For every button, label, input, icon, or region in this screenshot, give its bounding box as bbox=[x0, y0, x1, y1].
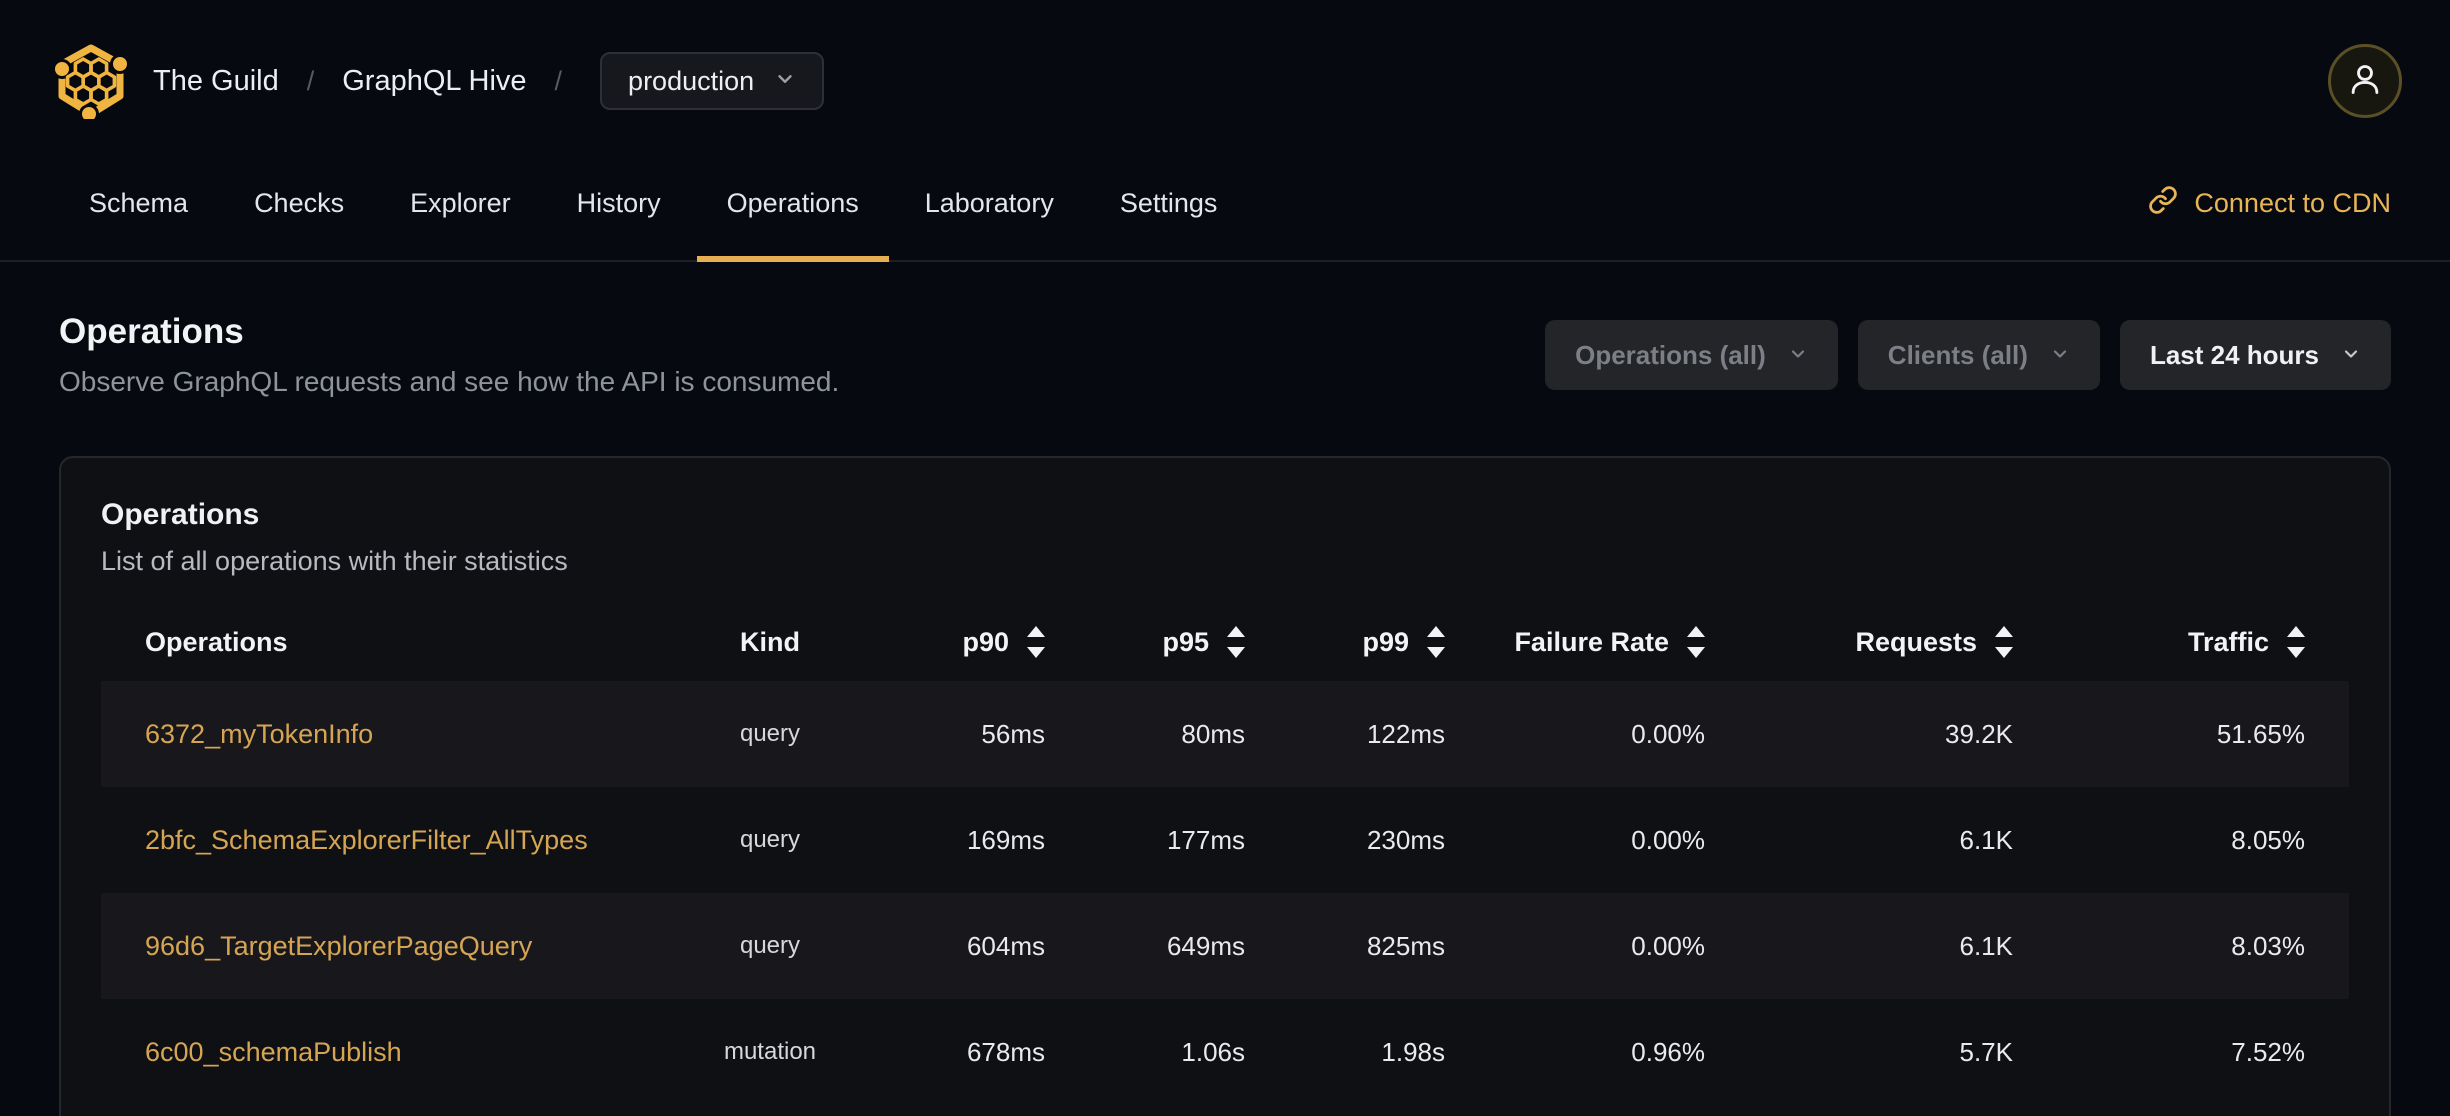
p99-value: 122ms bbox=[1366, 718, 1445, 749]
nav-tabs: Schema Checks Explorer History Operation… bbox=[59, 146, 1247, 262]
traffic-value: 8.05% bbox=[2231, 824, 2305, 855]
time-period-dropdown[interactable]: Last 24 hours bbox=[2119, 320, 2391, 390]
sort-arrows-icon[interactable] bbox=[2287, 626, 2305, 658]
operation-link[interactable]: 6c00_schemaPublish bbox=[145, 1036, 402, 1067]
sort-arrows-icon[interactable] bbox=[1995, 626, 2013, 658]
clients-filter-dropdown[interactable]: Clients (all) bbox=[1857, 320, 2100, 390]
connect-to-cdn-label: Connect to CDN bbox=[2194, 187, 2391, 218]
sort-arrows-icon[interactable] bbox=[1427, 626, 1445, 658]
card-title: Operations bbox=[101, 498, 260, 531]
table-row: 6372_myTokenInfo query 56ms 80ms 122ms 0… bbox=[101, 681, 2349, 787]
operation-kind: mutation bbox=[723, 1038, 817, 1065]
tab-settings[interactable]: Settings bbox=[1119, 187, 1218, 218]
primary-nav: Schema Checks Explorer History Operation… bbox=[0, 132, 2450, 262]
filter-bar: Operations (all) Clients (all) Last 24 h… bbox=[1545, 320, 2391, 390]
column-header-failure-rate: Failure Rate bbox=[1445, 626, 1705, 658]
operations-card: Operations List of all operations with t… bbox=[59, 456, 2391, 1116]
operation-kind: query bbox=[739, 720, 801, 747]
chevron-down-icon bbox=[2050, 340, 2070, 371]
p95-value: 177ms bbox=[1166, 824, 1245, 855]
chain-link-icon bbox=[2148, 185, 2178, 222]
column-header-operations: Operations bbox=[145, 626, 288, 657]
main-content: Operations Observe GraphQL requests and … bbox=[0, 312, 2450, 1116]
breadcrumb-org[interactable]: The Guild bbox=[153, 64, 279, 97]
tab-schema[interactable]: Schema bbox=[89, 187, 189, 218]
column-header-p90: p90 bbox=[855, 626, 1045, 658]
page-subtitle: Observe GraphQL requests and see how the… bbox=[59, 366, 840, 397]
operation-link[interactable]: 96d6_TargetExplorerPageQuery bbox=[145, 930, 533, 961]
clients-filter-label: Clients (all) bbox=[1887, 339, 2028, 370]
tab-checks[interactable]: Checks bbox=[254, 187, 345, 218]
page-title-block: Operations Observe GraphQL requests and … bbox=[59, 312, 839, 398]
sort-arrows-icon[interactable] bbox=[1687, 626, 1705, 658]
column-header-p95: p95 bbox=[1045, 626, 1245, 658]
requests-value: 6.1K bbox=[1959, 824, 2014, 855]
p90-value: 56ms bbox=[981, 718, 1045, 749]
user-icon bbox=[2346, 60, 2384, 103]
breadcrumb-separator: / bbox=[306, 65, 315, 96]
chevron-down-icon bbox=[2341, 340, 2361, 371]
column-header-kind: Kind bbox=[740, 626, 800, 657]
target-selector-dropdown[interactable]: production bbox=[600, 52, 825, 110]
failure-rate-value: 0.00% bbox=[1631, 824, 1705, 855]
requests-value: 6.1K bbox=[1959, 930, 2014, 961]
traffic-value: 51.65% bbox=[2216, 718, 2305, 749]
table-row: 2bfc_SchemaExplorerFilter_AllTypes query… bbox=[101, 787, 2349, 893]
operation-kind: query bbox=[739, 932, 801, 959]
connect-to-cdn-link[interactable]: Connect to CDN bbox=[2148, 185, 2391, 222]
p90-value: 169ms bbox=[966, 824, 1045, 855]
traffic-value: 7.52% bbox=[2231, 1036, 2305, 1067]
operations-filter-dropdown[interactable]: Operations (all) bbox=[1545, 320, 1838, 390]
top-bar: The Guild / GraphQL Hive / production bbox=[0, 0, 2450, 132]
column-header-traffic: Traffic bbox=[2013, 626, 2305, 658]
failure-rate-value: 0.00% bbox=[1631, 930, 1705, 961]
card-subtitle: List of all operations with their statis… bbox=[101, 546, 568, 576]
page-header: Operations Observe GraphQL requests and … bbox=[59, 312, 2391, 398]
tab-history[interactable]: History bbox=[576, 187, 661, 218]
failure-rate-value: 0.96% bbox=[1631, 1036, 1705, 1067]
sort-arrows-icon[interactable] bbox=[1227, 626, 1245, 658]
breadcrumb: The Guild / GraphQL Hive / production bbox=[153, 52, 825, 110]
p99-value: 1.98s bbox=[1381, 1036, 1445, 1067]
p95-value: 1.06s bbox=[1181, 1036, 1245, 1067]
table-header-row: Operations Kind p90 p95 p99 bbox=[101, 603, 2349, 681]
user-avatar-button[interactable] bbox=[2328, 44, 2402, 118]
tab-explorer[interactable]: Explorer bbox=[410, 187, 511, 218]
table-body: 6372_myTokenInfo query 56ms 80ms 122ms 0… bbox=[101, 681, 2349, 1105]
table-row: 96d6_TargetExplorerPageQuery query 604ms… bbox=[101, 893, 2349, 999]
p95-value: 649ms bbox=[1166, 930, 1245, 961]
p90-value: 678ms bbox=[966, 1036, 1045, 1067]
p90-value: 604ms bbox=[966, 930, 1045, 961]
p99-value: 230ms bbox=[1366, 824, 1445, 855]
page-title: Operations bbox=[59, 312, 244, 351]
tab-operations[interactable]: Operations bbox=[696, 146, 889, 262]
failure-rate-value: 0.00% bbox=[1631, 718, 1705, 749]
breadcrumb-separator: / bbox=[554, 65, 563, 96]
breadcrumb-project[interactable]: GraphQL Hive bbox=[342, 64, 527, 97]
column-header-p99: p99 bbox=[1245, 626, 1445, 658]
requests-value: 39.2K bbox=[1945, 718, 2013, 749]
requests-value: 5.7K bbox=[1959, 1036, 2014, 1067]
chevron-down-icon bbox=[1788, 340, 1808, 371]
hive-logo-icon[interactable] bbox=[52, 43, 130, 124]
operation-kind: query bbox=[739, 826, 801, 853]
chevron-down-icon bbox=[774, 66, 796, 97]
traffic-value: 8.03% bbox=[2231, 930, 2305, 961]
sort-arrows-icon[interactable] bbox=[1027, 626, 1045, 658]
operations-filter-label: Operations (all) bbox=[1575, 339, 1766, 370]
operation-link[interactable]: 2bfc_SchemaExplorerFilter_AllTypes bbox=[145, 824, 588, 855]
p95-value: 80ms bbox=[1181, 718, 1245, 749]
target-selector-value: production bbox=[628, 65, 755, 96]
table-row: 6c00_schemaPublish mutation 678ms 1.06s … bbox=[101, 999, 2349, 1105]
column-header-requests: Requests bbox=[1705, 626, 2013, 658]
p99-value: 825ms bbox=[1366, 930, 1445, 961]
tab-laboratory[interactable]: Laboratory bbox=[924, 187, 1054, 218]
time-period-label: Last 24 hours bbox=[2149, 339, 2319, 370]
operation-link[interactable]: 6372_myTokenInfo bbox=[145, 718, 374, 749]
